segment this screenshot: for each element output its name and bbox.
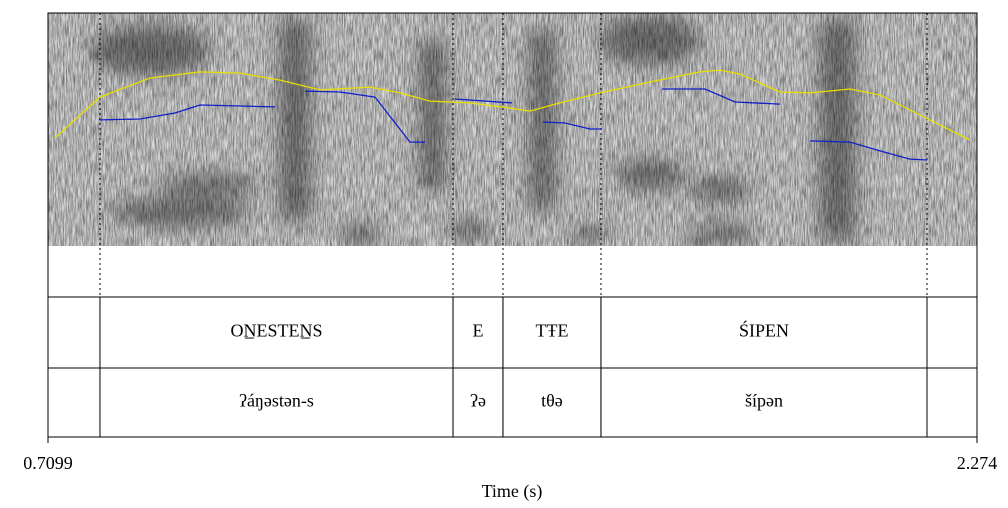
interval-label: E: [472, 321, 483, 341]
pitch-curve: [662, 88, 781, 105]
interval-label: ʔáŋəstən-s: [239, 391, 314, 411]
interval-label: šípən: [745, 391, 783, 411]
interval-label: ON̲ESTEN̲S: [230, 321, 322, 341]
pitch-curve: [542, 121, 601, 130]
interval-label: TŦE: [535, 321, 568, 341]
pitch-curve: [304, 90, 425, 143]
pitch-curve: [454, 98, 513, 104]
x-axis-label: Time (s): [482, 481, 543, 502]
pitch-curve: [99, 104, 275, 121]
x-tick-label: 0.7099: [23, 453, 73, 473]
interval-label: ŚIPEN: [739, 320, 789, 341]
spectrogram: [48, 13, 977, 246]
interval-label: ʔə: [470, 391, 486, 411]
pitch-curve: [809, 140, 928, 161]
intensity-curve: [54, 69, 971, 141]
interval-label: tθə: [541, 391, 563, 411]
frame: [47, 12, 978, 438]
x-tick-label: 2.274: [957, 453, 998, 473]
